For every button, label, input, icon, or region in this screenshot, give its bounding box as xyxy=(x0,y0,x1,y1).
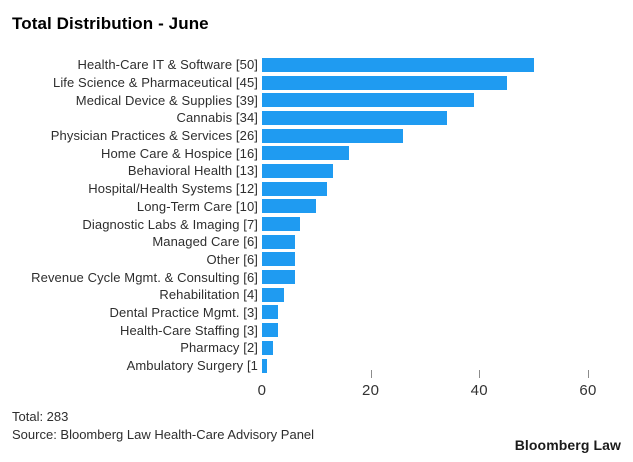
bar-row: Long-Term Care [10] xyxy=(12,198,622,216)
chart-title: Total Distribution - June xyxy=(12,14,209,33)
bar xyxy=(262,323,279,338)
bar-row: Other [6] xyxy=(12,251,622,269)
bar-track xyxy=(262,57,622,72)
category-label: Medical Device & Supplies [39] xyxy=(75,92,258,108)
bar-track xyxy=(262,252,622,267)
bar xyxy=(262,146,349,161)
bar-track xyxy=(262,287,622,302)
x-tick-mark xyxy=(479,370,481,378)
bar-track xyxy=(262,163,622,178)
bar-track xyxy=(262,75,622,90)
bar-row: Home Care & Hospice [16] xyxy=(12,144,622,162)
total-label: Total: 283 xyxy=(12,409,69,424)
bar xyxy=(262,57,534,72)
bar xyxy=(262,358,268,373)
bar xyxy=(262,199,317,214)
bar-track xyxy=(262,234,622,249)
bar-row: Revenue Cycle Mgmt. & Consulting [6] xyxy=(12,268,622,286)
bar xyxy=(262,340,273,355)
bar xyxy=(262,270,295,285)
bar-row: Cannabis [34] xyxy=(12,109,622,127)
bar-row: Medical Device & Supplies [39] xyxy=(12,91,622,109)
bar xyxy=(262,181,328,196)
bar-track xyxy=(262,181,622,196)
x-tick-label: 40 xyxy=(470,382,488,399)
category-label: Revenue Cycle Mgmt. & Consulting [6] xyxy=(31,269,258,285)
bloomberg-law-logo: Bloomberg Law xyxy=(514,437,621,453)
category-label: Life Science & Pharmaceutical [45] xyxy=(52,75,258,91)
category-label: Cannabis [34] xyxy=(176,110,258,126)
x-tick-label: 20 xyxy=(362,382,380,399)
category-label: Managed Care [6] xyxy=(152,234,258,250)
category-label: Home Care & Hospice [16] xyxy=(100,145,258,161)
category-label: Physician Practices & Services [26] xyxy=(50,128,258,144)
bar-rows: Health-Care IT & Software [50] Life Scien… xyxy=(12,56,622,374)
bar xyxy=(262,128,404,143)
x-axis: 0 20 40 60 xyxy=(258,368,622,402)
bar-track xyxy=(262,199,622,214)
x-tick-mark xyxy=(588,370,589,378)
bar-track xyxy=(262,358,622,373)
bar-row: Dental Practice Mgmt. [3] xyxy=(12,304,622,322)
category-label: Rehabilitation [4] xyxy=(159,287,258,303)
bar xyxy=(262,305,279,320)
bar-row: Physician Practices & Services [26] xyxy=(12,127,622,145)
bar-row: Health-Care Staffing [3] xyxy=(12,321,622,339)
bar xyxy=(262,163,333,178)
bar-row: Hospital/Health Systems [12] xyxy=(12,180,622,198)
bar-track xyxy=(262,93,622,108)
bar xyxy=(262,110,447,125)
category-label: Dental Practice Mgmt. [3] xyxy=(109,304,258,320)
bar-track xyxy=(262,146,622,161)
category-label: Behavioral Health [13] xyxy=(127,163,258,179)
category-label: Hospital/Health Systems [12] xyxy=(88,181,258,197)
bar-track xyxy=(262,340,622,355)
bar xyxy=(262,234,295,249)
bar xyxy=(262,252,295,267)
category-label: Long-Term Care [10] xyxy=(136,198,258,214)
category-label: Ambulatory Surgery [1 xyxy=(126,358,258,374)
bar-row: Rehabilitation [4] xyxy=(12,286,622,304)
category-label: Diagnostic Labs & Imaging [7] xyxy=(82,216,258,232)
bar-row: Health-Care IT & Software [50] xyxy=(12,56,622,74)
bar xyxy=(262,217,300,232)
bar-track xyxy=(262,217,622,232)
x-tick-label: 60 xyxy=(579,382,597,399)
category-label: Pharmacy [2] xyxy=(180,340,258,356)
bar-row: Diagnostic Labs & Imaging [7] xyxy=(12,215,622,233)
x-tick-label: 0 xyxy=(257,382,267,399)
bar-track xyxy=(262,128,622,143)
bar-row: Life Science & Pharmaceutical [45] xyxy=(12,74,622,92)
bar-track xyxy=(262,270,622,285)
bar-track xyxy=(262,110,622,125)
bar xyxy=(262,75,507,90)
source-label: Source: Bloomberg Law Health-Care Adviso… xyxy=(12,427,315,442)
category-label: Other [6] xyxy=(206,251,258,267)
category-label: Health-Care Staffing [3] xyxy=(119,322,258,338)
bar-track xyxy=(262,323,622,338)
category-label: Health-Care IT & Software [50] xyxy=(77,57,258,73)
bar-track xyxy=(262,305,622,320)
bar-row: Ambulatory Surgery [1 xyxy=(12,357,622,375)
bar-row: Pharmacy [2] xyxy=(12,339,622,357)
bar xyxy=(262,287,284,302)
bar-row: Behavioral Health [13] xyxy=(12,162,622,180)
x-tick-mark xyxy=(370,370,372,378)
bar-row: Managed Care [6] xyxy=(12,233,622,251)
bar xyxy=(262,93,474,108)
